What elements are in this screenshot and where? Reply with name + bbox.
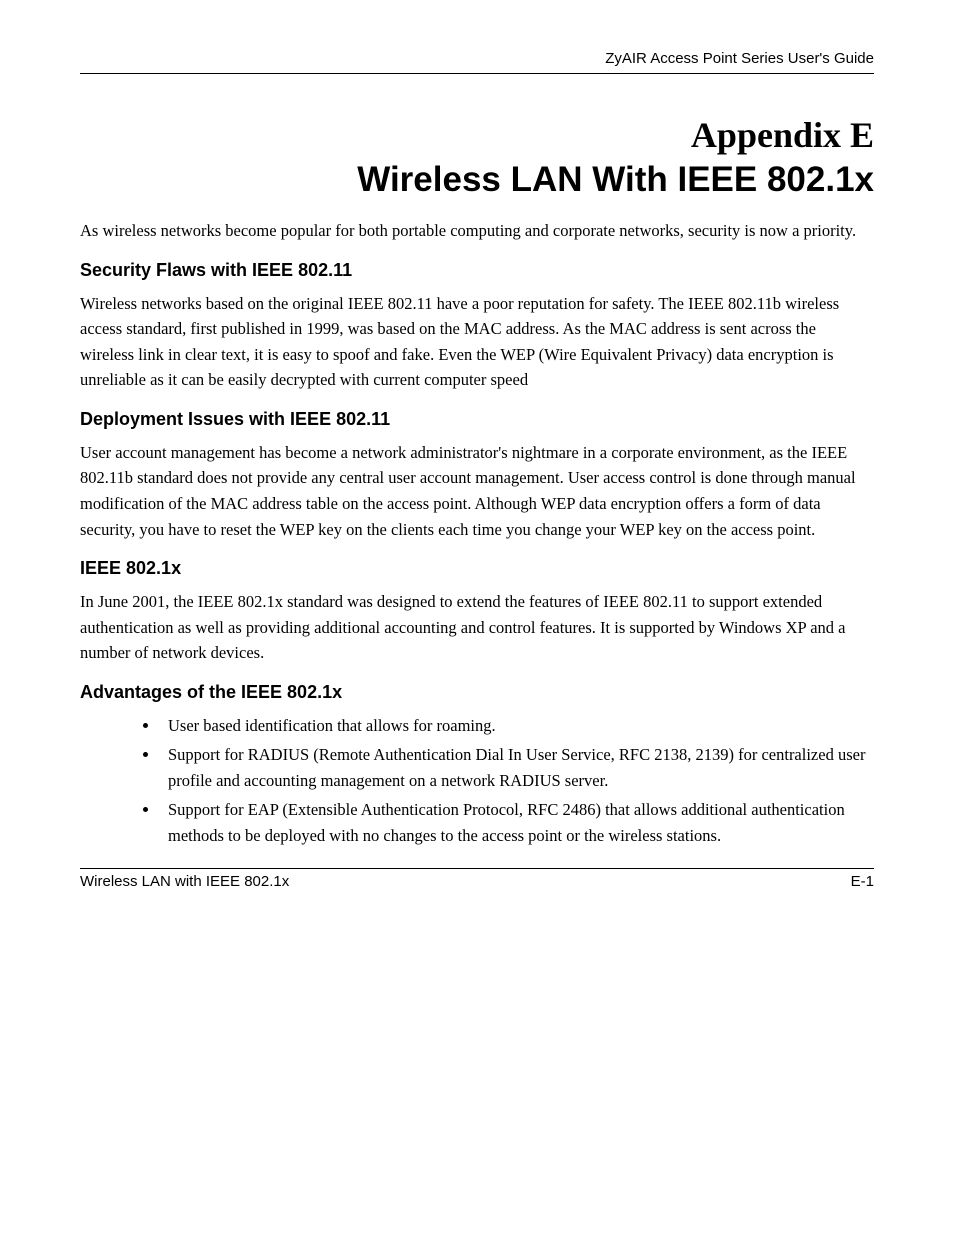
list-item: Support for RADIUS (Remote Authenticatio…	[160, 742, 874, 793]
guide-title: ZyAIR Access Point Series User's Guide	[605, 50, 874, 67]
section-heading-advantages: Advantages of the IEEE 802.1x	[80, 682, 874, 703]
section-heading-flaws: Security Flaws with IEEE 802.11	[80, 260, 874, 281]
page-title: Wireless LAN With IEEE 802.1x	[80, 160, 874, 200]
list-item: Support for EAP (Extensible Authenticati…	[160, 797, 874, 848]
section-heading-deployment: Deployment Issues with IEEE 802.11	[80, 409, 874, 430]
section-body-flaws: Wireless networks based on the original …	[80, 291, 874, 393]
section-body-deployment: User account management has become a net…	[80, 440, 874, 542]
footer-right: E-1	[851, 873, 874, 890]
footer-left: Wireless LAN with IEEE 802.1x	[80, 873, 289, 890]
page-footer: Wireless LAN with IEEE 802.1x E-1	[80, 868, 874, 890]
list-item: User based identification that allows fo…	[160, 713, 874, 739]
section-body-ieee: In June 2001, the IEEE 802.1x standard w…	[80, 589, 874, 666]
advantages-list: User based identification that allows fo…	[80, 713, 874, 849]
intro-paragraph: As wireless networks become popular for …	[80, 218, 874, 244]
page-header: ZyAIR Access Point Series User's Guide	[80, 50, 874, 74]
document-page: ZyAIR Access Point Series User's Guide A…	[0, 0, 954, 1235]
section-heading-ieee: IEEE 802.1x	[80, 558, 874, 579]
appendix-label: Appendix E	[80, 114, 874, 156]
